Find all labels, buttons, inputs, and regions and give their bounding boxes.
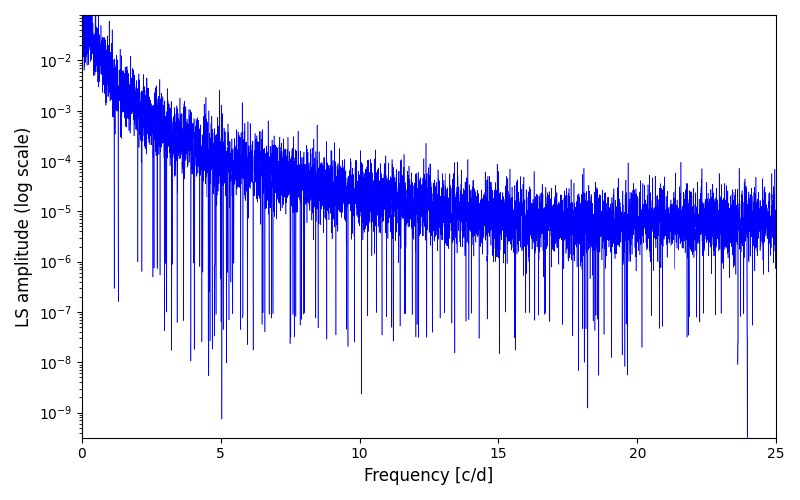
Y-axis label: LS amplitude (log scale): LS amplitude (log scale)	[15, 126, 33, 326]
X-axis label: Frequency [c/d]: Frequency [c/d]	[364, 467, 494, 485]
